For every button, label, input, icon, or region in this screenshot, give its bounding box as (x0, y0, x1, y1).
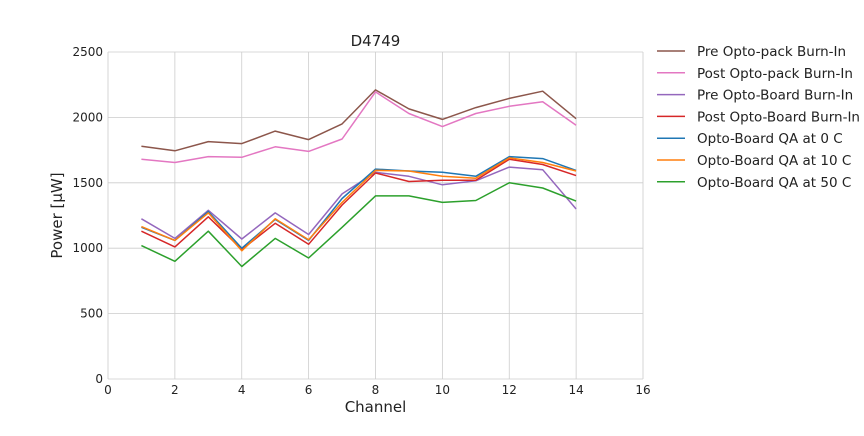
series-line (141, 158, 577, 251)
y-tick-label: 1000 (72, 241, 103, 255)
y-tick-label: 500 (80, 307, 103, 321)
x-tick-label: 16 (635, 383, 650, 397)
legend-label: Pre Opto-pack Burn-In (697, 44, 846, 60)
axes: 0 2 4 6 8 10 12 14 16 0 500 1000 1500 2000 2500 (72, 45, 650, 397)
series-line (141, 182, 577, 268)
series-line (141, 89, 577, 152)
legend-label: Post Opto-Board Burn-In (697, 109, 860, 125)
legend-label: Opto-Board QA at 10 C (697, 153, 851, 169)
grid (107, 51, 644, 380)
y-tick-label: 2500 (72, 45, 103, 59)
legend-label: Opto-Board QA at 50 C (697, 175, 851, 191)
x-tick-label: 0 (104, 383, 112, 397)
chart-title: D4749 (351, 32, 401, 50)
legend: Pre Opto-pack Burn-In Post Opto-pack Burn… (657, 44, 860, 191)
x-tick-label: 6 (305, 383, 313, 397)
legend-label: Opto-Board QA at 0 C (697, 131, 843, 147)
x-tick-label: 10 (435, 383, 450, 397)
x-tick-label: 14 (568, 383, 583, 397)
y-tick-label: 1500 (72, 176, 103, 190)
y-tick-label: 0 (95, 372, 103, 386)
x-tick-label: 2 (171, 383, 179, 397)
series-lines (141, 89, 577, 268)
y-tick-label: 2000 (72, 110, 103, 124)
x-tick-label: 4 (238, 383, 246, 397)
x-tick-label: 12 (502, 383, 517, 397)
legend-label: Pre Opto-Board Burn-In (697, 88, 853, 104)
y-axis-label: Power [μW] (48, 172, 66, 258)
legend-label: Post Opto-pack Burn-In (697, 66, 853, 82)
series-line (141, 157, 577, 252)
x-axis-label: Channel (345, 398, 407, 416)
x-tick-label: 8 (372, 383, 380, 397)
series-line (141, 155, 577, 249)
series-line (141, 91, 577, 164)
